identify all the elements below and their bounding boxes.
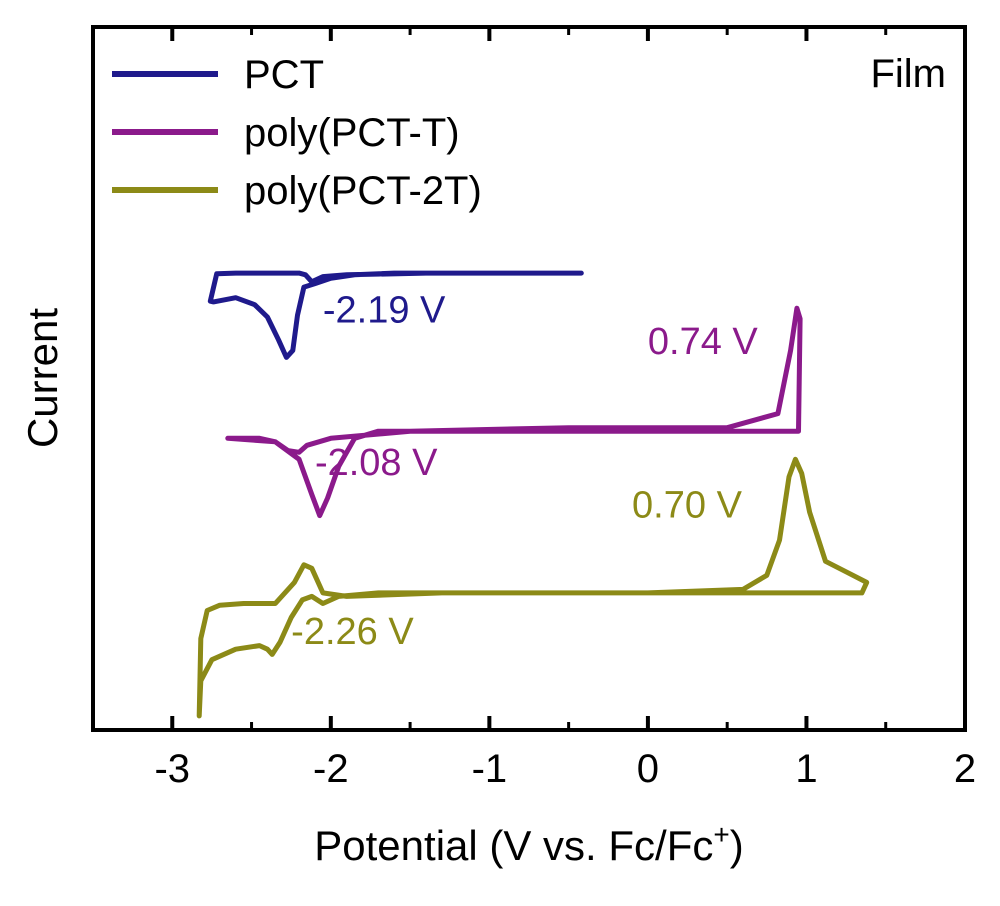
legend-label-3: poly(PCT-2T) [244, 169, 482, 213]
x-axis: -3 -2 -1 0 1 2 [91, 27, 976, 791]
x-tick-label: -1 [472, 747, 508, 791]
x-axis-title-end: ) [730, 822, 744, 869]
peak-annotation-2: 0.74 V [648, 321, 759, 363]
x-tick-label: 1 [795, 747, 817, 791]
plot-frame [91, 25, 967, 732]
x-tick-label: 2 [954, 747, 976, 791]
peak-annotation-3: -2.08 V [315, 442, 438, 484]
peak-annotation-4: 0.70 V [632, 484, 743, 526]
legend: PCT poly(PCT-T) poly(PCT-2T) [112, 53, 482, 213]
peak-annotation-5: -2.26 V [291, 611, 414, 653]
plot-area [196, 270, 870, 719]
series-line-1 [207, 270, 584, 360]
series-line-3 [196, 456, 870, 719]
annotations: -2.19 V 0.74 V -2.08 V 0.70 V -2.26 V [291, 289, 758, 653]
x-axis-title: Potential (V vs. Fc/Fc+) [314, 819, 743, 869]
y-axis-title: Current [19, 308, 66, 448]
peak-annotation-1: -2.19 V [323, 289, 446, 331]
x-axis-title-sup: + [713, 819, 729, 850]
corner-label: Film [870, 52, 946, 96]
x-tick-label: 0 [637, 747, 659, 791]
legend-label-1: PCT [244, 53, 324, 97]
series-line-2 [225, 305, 803, 519]
legend-label-2: poly(PCT-T) [244, 111, 460, 155]
x-tick-label: -2 [313, 747, 349, 791]
x-axis-title-main: Potential (V vs. Fc/Fc [314, 822, 713, 869]
x-tick-label: -3 [154, 747, 190, 791]
